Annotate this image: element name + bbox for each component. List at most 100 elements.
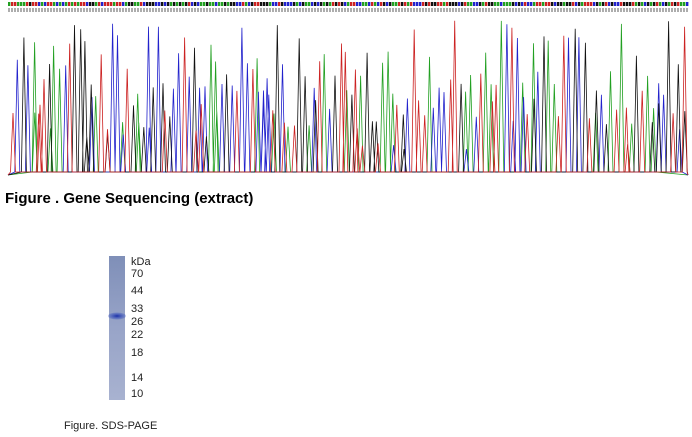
- base-letter: [686, 8, 688, 12]
- base-letter: [155, 8, 157, 12]
- base-call: [191, 2, 194, 6]
- base-letter: [464, 8, 466, 12]
- base-call: [593, 2, 596, 6]
- base-letter: [671, 8, 673, 12]
- base-call: [428, 2, 431, 6]
- base-call: [32, 2, 35, 6]
- base-letter: [404, 8, 406, 12]
- base-call: [632, 2, 635, 6]
- base-call: [470, 2, 473, 6]
- gel-lane: [109, 256, 125, 400]
- base-letter: [20, 8, 22, 12]
- base-letter: [647, 8, 649, 12]
- base-letter: [665, 8, 667, 12]
- base-letter: [380, 8, 382, 12]
- base-call: [149, 2, 152, 6]
- base-call: [224, 2, 227, 6]
- base-letter: [371, 8, 373, 12]
- base-call: [230, 2, 233, 6]
- base-call: [656, 2, 659, 6]
- base-call: [407, 2, 410, 6]
- base-letter: [410, 8, 412, 12]
- base-call: [53, 2, 56, 6]
- base-call: [557, 2, 560, 6]
- base-letter: [485, 8, 487, 12]
- base-call: [38, 2, 41, 6]
- base-letter: [272, 8, 274, 12]
- base-letter: [50, 8, 52, 12]
- base-letter: [65, 8, 67, 12]
- base-call: [674, 2, 677, 6]
- base-call: [590, 2, 593, 6]
- base-call: [320, 2, 323, 6]
- base-letter: [635, 8, 637, 12]
- base-letter: [551, 8, 553, 12]
- base-call: [302, 2, 305, 6]
- base-call: [464, 2, 467, 6]
- base-letter: [137, 8, 139, 12]
- base-letter: [206, 8, 208, 12]
- base-letter: [173, 8, 175, 12]
- base-letter: [152, 8, 154, 12]
- base-letter: [257, 8, 259, 12]
- base-letter: [293, 8, 295, 12]
- base-letter: [161, 8, 163, 12]
- base-letter: [626, 8, 628, 12]
- base-call: [644, 2, 647, 6]
- base-letter: [377, 8, 379, 12]
- base-letter: [515, 8, 517, 12]
- base-call: [332, 2, 335, 6]
- marker-label: 44: [131, 285, 143, 297]
- base-call: [203, 2, 206, 6]
- base-letter: [476, 8, 478, 12]
- base-letter: [593, 8, 595, 12]
- base-call: [548, 2, 551, 6]
- base-call: [455, 2, 458, 6]
- base-letter: [560, 8, 562, 12]
- base-letter: [356, 8, 358, 12]
- base-call: [404, 2, 407, 6]
- base-call: [434, 2, 437, 6]
- base-letter: [242, 8, 244, 12]
- base-letter: [602, 8, 604, 12]
- base-letter: [116, 8, 118, 12]
- base-call: [293, 2, 296, 6]
- base-letter: [659, 8, 661, 12]
- base-call: [638, 2, 641, 6]
- base-call: [44, 2, 47, 6]
- base-letter: [248, 8, 250, 12]
- base-call: [89, 2, 92, 6]
- base-call: [476, 2, 479, 6]
- marker-label: 26: [131, 316, 143, 328]
- base-call: [251, 2, 254, 6]
- base-call: [398, 2, 401, 6]
- base-letter: [92, 8, 94, 12]
- base-call: [200, 2, 203, 6]
- base-letter: [182, 8, 184, 12]
- base-call: [215, 2, 218, 6]
- base-call: [668, 2, 671, 6]
- base-letter: [656, 8, 658, 12]
- base-letter: [41, 8, 43, 12]
- base-letter: [131, 8, 133, 12]
- base-letter: [605, 8, 607, 12]
- base-letter: [311, 8, 313, 12]
- base-call: [209, 2, 212, 6]
- base-letter: [554, 8, 556, 12]
- base-call: [542, 2, 545, 6]
- base-call: [197, 2, 200, 6]
- base-letter: [308, 8, 310, 12]
- base-call: [95, 2, 98, 6]
- base-letter: [536, 8, 538, 12]
- base-letter: [95, 8, 97, 12]
- base-letter: [74, 8, 76, 12]
- base-call: [71, 2, 74, 6]
- base-call: [107, 2, 110, 6]
- base-letter: [29, 8, 31, 12]
- base-letter: [353, 8, 355, 12]
- base-call: [20, 2, 23, 6]
- base-letter: [326, 8, 328, 12]
- base-call: [236, 2, 239, 6]
- base-call: [662, 2, 665, 6]
- base-call: [374, 2, 377, 6]
